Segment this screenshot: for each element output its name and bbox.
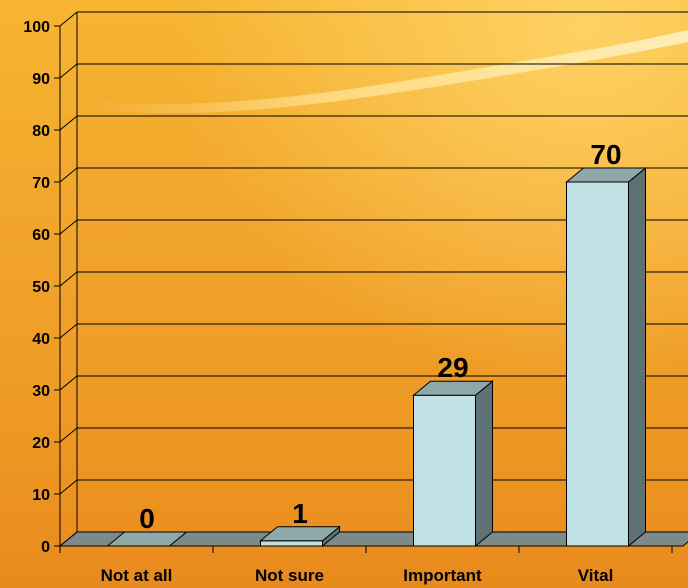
y-tick-label: 40 xyxy=(32,331,50,348)
x-category-label: Important xyxy=(403,566,482,585)
gridline-depth xyxy=(59,271,78,287)
data-label: 1 xyxy=(292,498,308,529)
gridline-depth xyxy=(59,531,78,547)
gridline-depth xyxy=(59,11,78,27)
bar-side xyxy=(475,380,493,548)
x-category-label: Vital xyxy=(578,566,614,585)
y-tick-label: 0 xyxy=(41,539,50,556)
y-tick-label: 20 xyxy=(32,435,50,452)
bar-important xyxy=(412,380,494,548)
bar-top xyxy=(412,380,494,396)
x-category-label: Not sure xyxy=(255,566,324,585)
gridline-depth xyxy=(59,63,78,79)
bar-top xyxy=(106,531,188,547)
bar-front xyxy=(566,181,629,547)
bar-top xyxy=(565,167,647,183)
data-label: 29 xyxy=(437,352,468,383)
gridline-depth xyxy=(59,115,78,131)
bar-not-at-all xyxy=(106,531,188,547)
gridline-depth xyxy=(59,323,78,339)
x-category-label: Not at all xyxy=(101,566,173,585)
gridline-depth xyxy=(59,167,78,183)
bar-top xyxy=(259,526,341,542)
bar-front xyxy=(260,540,323,547)
y-tick-label: 60 xyxy=(32,227,50,244)
y-tick-label: 10 xyxy=(32,487,50,504)
bar-vital xyxy=(565,166,647,548)
y-tick-label: 100 xyxy=(23,19,50,36)
gridline-depth xyxy=(59,427,78,443)
y-tick-label: 90 xyxy=(32,71,50,88)
bar-side xyxy=(628,166,646,548)
gridline-depth xyxy=(59,375,78,391)
y-tick-label: 70 xyxy=(32,175,50,192)
data-label: 0 xyxy=(139,503,155,534)
y-tick-label: 80 xyxy=(32,123,50,140)
bar-front xyxy=(413,394,476,547)
y-tick-label: 30 xyxy=(32,383,50,400)
data-label: 70 xyxy=(590,139,621,170)
bar-not-sure xyxy=(259,525,341,548)
gridline-depth xyxy=(59,219,78,235)
gridline-depth xyxy=(59,479,78,495)
y-tick-label: 50 xyxy=(32,279,50,296)
